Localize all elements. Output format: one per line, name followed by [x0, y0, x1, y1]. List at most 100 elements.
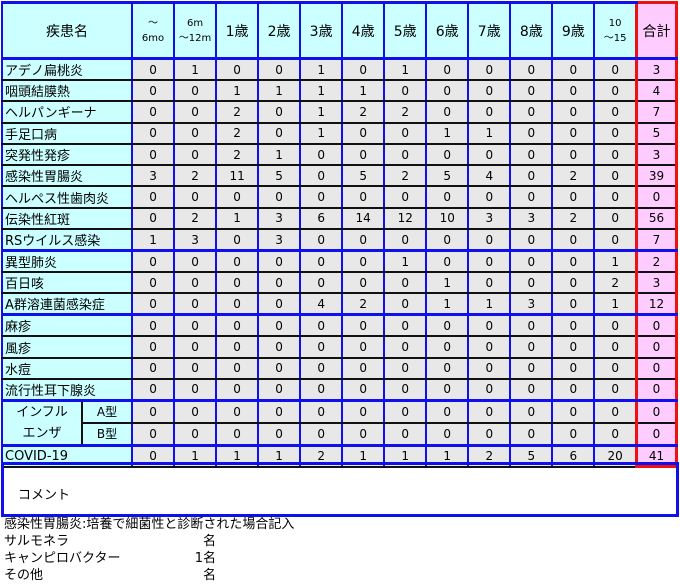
age-header-line: 9歳: [561, 23, 585, 40]
count-cell: 1: [257, 444, 302, 468]
count-cell: 0: [383, 399, 428, 424]
count-cell: 2: [593, 271, 638, 295]
count-cell: 0: [467, 335, 512, 359]
count-cell: 0: [130, 271, 176, 295]
count-cell: 0: [130, 292, 176, 317]
disease-header: 疾患名: [1, 1, 133, 60]
count-cell: 0: [551, 121, 596, 145]
count-cell: 5: [257, 164, 302, 188]
total-cell: 7: [635, 100, 678, 124]
age-header: 〜 6mo: [130, 1, 176, 60]
count-cell: 2: [551, 164, 596, 188]
count-cell: 0: [341, 271, 386, 295]
count-cell: 3: [130, 164, 176, 188]
count-cell: 0: [551, 399, 596, 424]
age-header: 2歳: [257, 1, 302, 60]
count-cell: 2: [341, 292, 386, 317]
count-cell: 3: [467, 206, 512, 231]
count-cell: 0: [593, 142, 638, 167]
count-cell: 3: [257, 206, 302, 231]
note-label: その他: [4, 568, 44, 583]
count-cell: 1: [425, 121, 470, 145]
count-cell: 0: [593, 335, 638, 359]
count-cell: 1: [299, 121, 344, 145]
disease-name: 感染性胃腸炎: [1, 164, 133, 188]
age-header: 7歳: [467, 1, 512, 60]
count-cell: 0: [341, 185, 386, 209]
table-row: ヘルパンギーナ 0 0 2 0 1 2 2 0 0 0 0 0 7: [1, 100, 678, 124]
count-cell: 0: [257, 57, 302, 81]
count-cell: 1: [383, 249, 428, 274]
count-cell: 0: [467, 399, 512, 424]
count-cell: 0: [551, 421, 596, 447]
count-cell: 0: [215, 57, 260, 81]
count-cell: 6: [299, 206, 344, 231]
note-item: その他 名: [4, 567, 294, 584]
count-cell: 0: [257, 356, 302, 380]
age-header-line: 6歳: [435, 23, 459, 40]
count-cell: 0: [425, 377, 470, 402]
count-cell: 0: [173, 313, 218, 338]
comment-box[interactable]: コメント: [1, 462, 679, 517]
count-cell: 0: [383, 377, 428, 402]
disease-name: 手足口病: [1, 121, 133, 145]
count-cell: 0: [299, 399, 344, 424]
count-cell: 0: [383, 78, 428, 103]
count-cell: 0: [593, 164, 638, 188]
count-cell: 0: [509, 313, 554, 338]
count-cell: 0: [173, 121, 218, 145]
count-cell: 0: [509, 185, 554, 209]
count-cell: 0: [551, 377, 596, 402]
count-cell: 2: [383, 100, 428, 124]
count-cell: 0: [257, 377, 302, 402]
count-cell: 1: [425, 271, 470, 295]
count-cell: 0: [173, 399, 218, 424]
count-cell: 2: [467, 444, 512, 468]
count-cell: 0: [425, 249, 470, 274]
count-cell: 0: [425, 100, 470, 124]
count-cell: 0: [551, 335, 596, 359]
table-body: アデノ扁桃炎 0 1 0 0 1 0 1 0 0 0 0 0 3 咽頭結膜熱 0 0 1 1 1 1 0 0 0 0 0 0 4 ヘルパ…: [1, 57, 678, 469]
count-cell: 0: [341, 313, 386, 338]
count-cell: 0: [467, 100, 512, 124]
total-cell: 0: [635, 313, 678, 338]
count-cell: 0: [509, 421, 554, 447]
count-cell: 0: [593, 421, 638, 447]
count-cell: 0: [425, 78, 470, 103]
count-cell: 0: [173, 249, 218, 274]
age-header-line: 10: [608, 17, 622, 29]
count-cell: 1: [257, 78, 302, 103]
count-cell: 0: [341, 377, 386, 402]
count-cell: 11: [215, 164, 260, 188]
note-item: サルモネラ 名: [4, 533, 294, 550]
count-cell: 1: [215, 78, 260, 103]
disease-name: A群溶連菌感染症: [1, 292, 133, 317]
count-cell: 0: [257, 100, 302, 124]
count-cell: 0: [509, 399, 554, 424]
count-cell: 0: [299, 421, 344, 447]
count-cell: 0: [509, 121, 554, 145]
disease-name: ヘルペス性歯肉炎: [1, 185, 133, 209]
count-cell: 0: [593, 228, 638, 253]
count-cell: 2: [383, 164, 428, 188]
count-cell: 1: [593, 292, 638, 317]
disease-name: 百日咳: [1, 271, 133, 295]
table-row: アデノ扁桃炎 0 1 0 0 1 0 1 0 0 0 0 0 3: [1, 57, 678, 81]
total-header: 合計: [635, 1, 678, 60]
disease-name: 咽頭結膜熱: [1, 78, 133, 103]
age-header-line: 8歳: [519, 23, 543, 40]
count-cell: 0: [130, 100, 176, 124]
count-cell: 0: [467, 421, 512, 447]
count-cell: 0: [509, 164, 554, 188]
count-cell: 0: [509, 100, 554, 124]
disease-name: 麻疹: [1, 313, 133, 338]
count-cell: 0: [130, 444, 176, 468]
count-cell: 0: [341, 228, 386, 253]
count-cell: 0: [467, 228, 512, 253]
age-header-line: 〜15: [603, 32, 627, 44]
total-cell: 2: [635, 249, 678, 274]
count-cell: 2: [551, 206, 596, 231]
total-cell: 39: [635, 164, 678, 188]
count-cell: 0: [509, 142, 554, 167]
count-cell: 1: [383, 57, 428, 81]
